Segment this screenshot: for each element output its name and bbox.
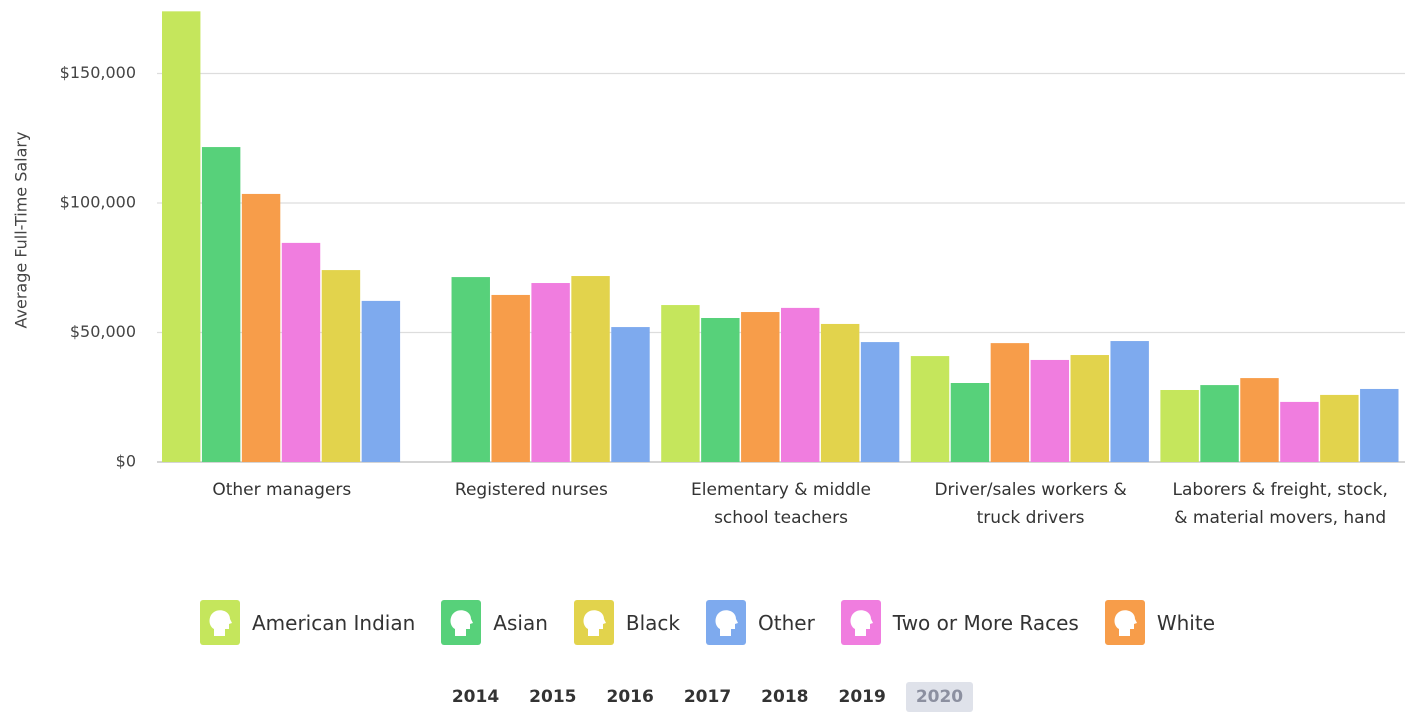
legend-label: Other [758, 610, 815, 635]
legend-item: Black [573, 600, 680, 645]
bar [491, 294, 530, 462]
legend-label: Two or More Races [892, 610, 1079, 635]
bar [241, 193, 281, 462]
x-tick-label: Registered nurses [454, 480, 608, 500]
year-option[interactable]: 2016 [606, 687, 654, 707]
y-tick-label: $100,000 [60, 193, 136, 212]
bar [701, 317, 740, 462]
bar [910, 356, 950, 462]
bar [1160, 389, 1199, 462]
bar [571, 276, 610, 462]
year-option[interactable]: 2020 [905, 682, 974, 712]
legend: American Indian Asian Black Other Two or Mor… [0, 600, 1415, 645]
y-tick-label: $0 [116, 452, 136, 471]
bar [661, 305, 700, 462]
year-selector: 2014 2015 2016 2017 2018 2019 2020 [0, 682, 1415, 712]
year-option[interactable]: 2017 [683, 687, 732, 707]
legend-icon [706, 600, 746, 645]
bar [781, 307, 820, 462]
legend-head [715, 610, 738, 636]
legend-head [209, 610, 232, 636]
legend-item: Two or More Races [840, 600, 1079, 645]
year-option[interactable]: 2015 [529, 687, 577, 707]
bar [1280, 401, 1319, 462]
legend-icon [840, 600, 881, 645]
bar [1240, 378, 1279, 462]
legend-item: Other [706, 600, 815, 645]
legend-icon [199, 600, 240, 645]
x-tick-label: Laborers & freight, stock, & material mo… [1172, 480, 1388, 528]
x-tick-label: Elementary & middle school teachers [691, 480, 871, 528]
year-option[interactable]: 2019 [838, 687, 886, 707]
bar [611, 327, 650, 462]
year-option[interactable]: 2014 [451, 687, 500, 707]
bar [451, 277, 490, 462]
legend-label: White [1156, 610, 1215, 635]
legend-head [450, 610, 474, 636]
bar [1030, 359, 1070, 462]
bar [1320, 394, 1359, 462]
legend-icon [573, 600, 614, 645]
bar [162, 11, 201, 463]
y-axis-label: Average Full-Time Salary [12, 132, 31, 329]
bar [201, 147, 241, 462]
bar [1200, 385, 1239, 462]
legend-item: Asian [441, 600, 548, 645]
bar [860, 342, 900, 462]
bar [361, 300, 401, 462]
year-option[interactable]: 2018 [761, 687, 809, 707]
y-tick-label: $50,000 [70, 322, 136, 341]
legend-head [583, 610, 606, 636]
legend-icon [441, 600, 482, 645]
legend-icon [1104, 600, 1145, 645]
bar [950, 383, 990, 462]
legend-label: Black [625, 610, 680, 635]
legend-item: American Indian [199, 600, 416, 645]
legend-item: White [1104, 600, 1215, 645]
bar [820, 323, 860, 462]
bar [1070, 355, 1109, 462]
x-tick-label: Driver/sales workers & truck drivers [934, 480, 1127, 528]
legend-label: American Indian [251, 610, 416, 635]
bar [321, 270, 361, 462]
bar [990, 343, 1030, 462]
bar [1110, 341, 1149, 462]
bar [531, 283, 570, 462]
legend-head [1114, 610, 1137, 636]
x-tick-label: Other managers [212, 480, 352, 500]
legend-head [850, 610, 873, 636]
y-tick-label: $150,000 [60, 63, 136, 82]
bar [1360, 388, 1399, 462]
bar [281, 242, 321, 462]
legend-label: Asian [493, 610, 548, 635]
bar [741, 312, 780, 462]
